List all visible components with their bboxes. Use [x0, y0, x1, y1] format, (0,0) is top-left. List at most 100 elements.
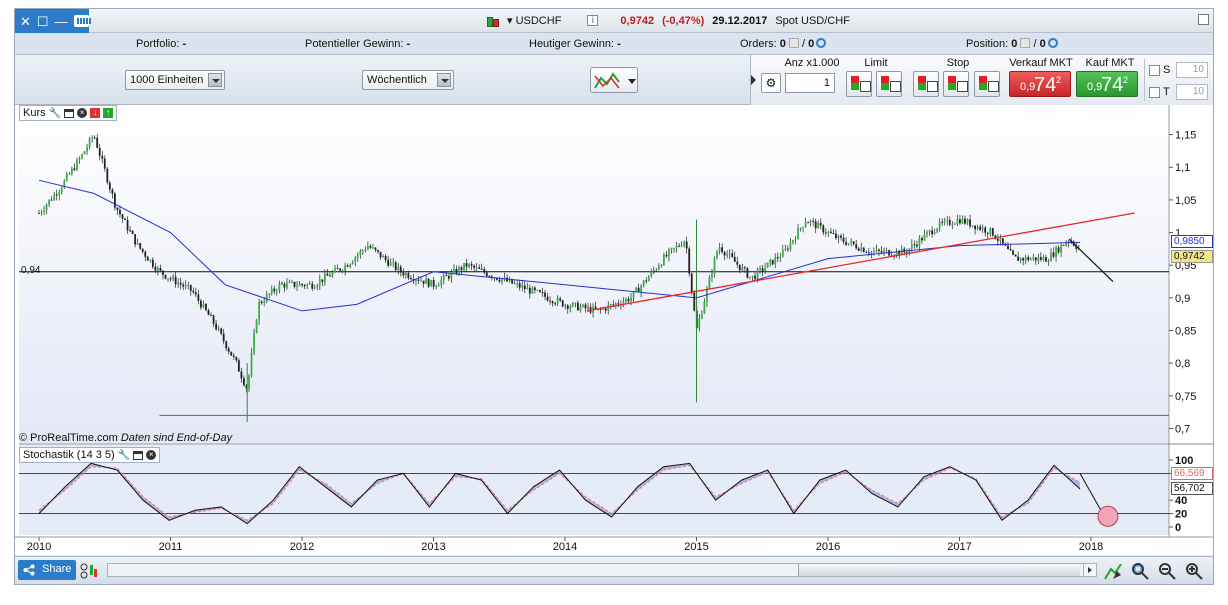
take-profit-checkbox[interactable] [1149, 87, 1160, 98]
candle-body [738, 264, 741, 271]
candle-body [630, 297, 632, 302]
wrench-icon[interactable]: ⚙ [761, 73, 781, 93]
stochastic-projection-line[interactable] [1079, 473, 1103, 513]
scroll-right-arrow[interactable] [1083, 563, 1097, 577]
wrench-icon[interactable]: 🔧 [117, 449, 131, 461]
candle-body [711, 273, 713, 278]
window-icon[interactable] [133, 450, 144, 460]
stop-loss-input[interactable]: 10 [1176, 62, 1208, 78]
candle-body [759, 268, 761, 270]
close-icon[interactable]: ✕ [20, 13, 31, 29]
candle-body [564, 305, 567, 307]
candle-body [437, 284, 440, 287]
info-icon[interactable]: i [587, 15, 599, 26]
take-profit-input[interactable]: 10 [1176, 84, 1208, 100]
candle-body [427, 278, 430, 287]
target-circle[interactable] [1097, 505, 1119, 527]
candle-body [169, 278, 172, 280]
candle-body [700, 313, 703, 319]
candle-body [111, 189, 114, 194]
quantity-input[interactable]: 1 [785, 73, 835, 93]
period-select[interactable]: Wöchentlich [362, 70, 454, 90]
candle-body [258, 301, 261, 320]
quantity-label: Anz x1.000 [784, 57, 840, 69]
stop-buy-button[interactable] [913, 71, 939, 97]
candle-body [205, 303, 207, 311]
chart-type-icon [594, 72, 636, 89]
candle-body [230, 351, 233, 356]
position-box-icon[interactable] [1020, 38, 1031, 48]
candle-body [167, 278, 169, 280]
horizontal-scrollbar[interactable] [107, 563, 1097, 577]
chart-style-icon[interactable] [79, 561, 99, 581]
trend-line[interactable] [586, 212, 1135, 312]
candle-body [306, 284, 309, 287]
candle-body [217, 328, 220, 330]
chevron-down-icon[interactable] [208, 73, 222, 87]
collapse-arrow-icon[interactable] [751, 75, 756, 85]
candle-body [501, 279, 503, 282]
units-select[interactable]: 1000 Einheiten [125, 70, 225, 90]
keyboard-icon[interactable] [73, 15, 92, 27]
moving-average-line [38, 179, 1081, 312]
candle-body [855, 244, 858, 249]
sell-market-button[interactable]: 0,9 74 2 [1009, 71, 1071, 97]
orders-gear-icon[interactable] [816, 38, 827, 48]
window-icon[interactable] [64, 108, 75, 118]
zoom-in-icon[interactable] [1184, 561, 1204, 581]
candle-body [754, 275, 756, 279]
candle-body [766, 262, 769, 268]
candle-body [392, 262, 395, 264]
candle-body [1060, 244, 1063, 253]
zoom-out-icon[interactable] [1157, 561, 1177, 581]
buy-price-pip: 2 [1123, 75, 1129, 85]
maximize-icon[interactable] [1198, 14, 1209, 25]
candle-body [645, 280, 648, 282]
candle-body [625, 298, 627, 302]
candlestick-icon[interactable] [485, 15, 499, 27]
price-chart[interactable]: 1,151,11,0510,950,90,850,80,750,71008040… [15, 105, 1213, 555]
wrench-icon[interactable]: 🔧 [48, 107, 62, 119]
position-gear-icon[interactable] [1047, 38, 1058, 48]
orders-box-icon[interactable] [788, 38, 799, 48]
stop-loss-checkbox[interactable] [1149, 65, 1160, 76]
projection-line[interactable] [1068, 238, 1114, 282]
candle-body [518, 283, 521, 288]
stop-sell-button[interactable] [943, 71, 969, 97]
share-button[interactable]: Share [18, 560, 76, 580]
candle-body [349, 264, 352, 267]
chevron-down-icon[interactable] [437, 73, 451, 87]
move-up-icon[interactable]: ↑ [103, 108, 114, 118]
candle-body [425, 278, 427, 284]
limit-buy-button[interactable] [846, 71, 872, 97]
symbol-dropdown[interactable]: ▾ USDCHF [507, 15, 562, 27]
candle-body [359, 250, 362, 255]
candle-body [293, 281, 296, 287]
candle-body [640, 285, 643, 293]
close-circle-icon[interactable]: × [146, 450, 157, 460]
y-tick-label: 1,1 [1175, 162, 1190, 174]
move-down-icon[interactable]: ↓ [90, 108, 101, 118]
candle-body [1057, 247, 1060, 253]
candle-body [470, 264, 473, 266]
restore-icon[interactable]: ☐ [36, 13, 49, 29]
candle-body [713, 258, 716, 274]
y-tick-label: 0,8 [1175, 358, 1190, 370]
candle-body [453, 268, 455, 273]
candle-body [642, 280, 645, 286]
candle-body [609, 304, 612, 306]
chart-area[interactable]: 1,151,11,0510,950,90,850,80,750,71008040… [15, 105, 1213, 555]
candle-body [407, 273, 410, 279]
share-label: Share [42, 563, 72, 575]
close-circle-icon[interactable]: × [77, 108, 88, 118]
candle-body [222, 333, 225, 342]
drawing-tool-icon[interactable] [1103, 561, 1123, 581]
chart-type-button[interactable] [590, 67, 638, 93]
limit-sell-button[interactable] [876, 71, 902, 97]
minimize-icon[interactable]: — [54, 13, 68, 29]
stop-order-button[interactable] [974, 71, 1000, 97]
candle-body [650, 271, 653, 277]
zoom-fit-icon[interactable] [1130, 561, 1150, 581]
buy-market-button[interactable]: 0,9 74 2 [1076, 71, 1138, 97]
scrollbar-thumb[interactable] [798, 564, 1080, 576]
